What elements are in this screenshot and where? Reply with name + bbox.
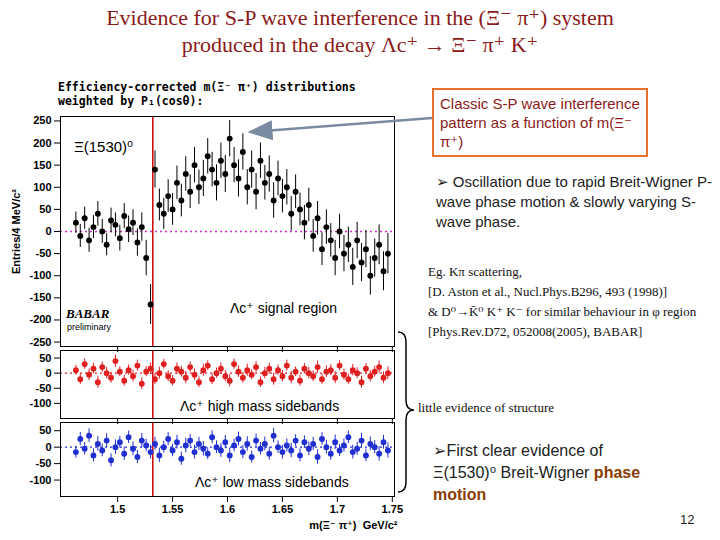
- svg-text:150: 150: [33, 159, 51, 171]
- html-text:BABAR: BABAR: [66, 306, 110, 321]
- svg-text:200: 200: [33, 137, 51, 149]
- html-text:little evidence of structure: little evidence of structure: [418, 400, 555, 415]
- svg-text:1.5: 1.5: [110, 503, 125, 515]
- svg-text:-50: -50: [36, 247, 52, 259]
- svg-text:Entries/4 MeV/c²: Entries/4 MeV/c²: [10, 189, 22, 274]
- html-text:12: 12: [680, 512, 695, 527]
- html-text:Λc⁺ high mass sidebands: Λc⁺ high mass sidebands: [180, 398, 340, 414]
- html-text:Ξ(1530)⁰: Ξ(1530)⁰: [74, 138, 134, 155]
- html-text:Λc⁺ signal region: Λc⁺ signal region: [230, 300, 337, 316]
- svg-text:-100: -100: [29, 474, 51, 486]
- svg-text:m(Ξ⁻ π⁺) GeV/c²: m(Ξ⁻ π⁺) GeV/c²: [309, 519, 398, 531]
- svg-text:1.7: 1.7: [330, 503, 345, 515]
- html-text:Λc⁺ low mass sidebands: Λc⁺ low mass sidebands: [195, 474, 349, 490]
- html-text:Evidence for S-P wave interfer: Evidence for S-P wave interference in th…: [106, 5, 614, 30]
- html-text:produced in the decay Λc⁺ → Ξ⁻: produced in the decay Λc⁺ → Ξ⁻ π⁺ K⁺: [181, 32, 539, 57]
- svg-text:50: 50: [39, 352, 51, 364]
- svg-text:1.75: 1.75: [382, 503, 403, 515]
- svg-text:100: 100: [33, 181, 51, 193]
- svg-text:-50: -50: [36, 382, 52, 394]
- html-text:Classic S-P wave interference: Classic S-P wave interference pattern as…: [440, 95, 640, 150]
- svg-text:1.6: 1.6: [220, 503, 235, 515]
- html-text:[D. Aston et al., Nucl.Phys.B2: [D. Aston et al., Nucl.Phys.B296, 493 (1…: [428, 284, 667, 299]
- svg-text:250: 250: [33, 114, 51, 126]
- html-text:Eg. Kπ scattering,: Eg. Kπ scattering,: [428, 264, 522, 279]
- html-text:➢ Oscillation due to rapid Bre: ➢ Oscillation due to rapid Breit-Wigner …: [436, 173, 712, 230]
- svg-text:1.65: 1.65: [272, 503, 293, 515]
- svg-text:50: 50: [39, 203, 51, 215]
- svg-text:1.55: 1.55: [162, 503, 183, 515]
- svg-text:-150: -150: [29, 291, 51, 303]
- html-text:preliminary: preliminary: [67, 322, 111, 332]
- svg-text:0: 0: [45, 225, 51, 237]
- svg-text:-100: -100: [29, 397, 51, 409]
- svg-text:0: 0: [45, 441, 51, 453]
- svg-text:-50: -50: [36, 457, 52, 469]
- svg-text:50: 50: [39, 424, 51, 436]
- svg-text:-100: -100: [29, 269, 51, 281]
- svg-text:-200: -200: [29, 313, 51, 325]
- html-text:➢First clear evidence of Ξ(153: ➢First clear evidence of Ξ(1530)⁰ Breit-…: [433, 442, 641, 503]
- html-text:Efficiency-corrected m(Ξ⁻ π⁺): Efficiency-corrected m(Ξ⁻ π⁺) distributi…: [58, 80, 356, 108]
- svg-text:-250: -250: [29, 336, 51, 348]
- svg-text:0: 0: [45, 367, 51, 379]
- html-text:[Phys.Rev.D72, 052008(2005), B: [Phys.Rev.D72, 052008(2005), BABAR]: [428, 324, 643, 339]
- html-text:& D⁰→K̄⁰ K⁺ K⁻ for similar beh: & D⁰→K̄⁰ K⁺ K⁻ for similar behaviour in …: [428, 304, 697, 319]
